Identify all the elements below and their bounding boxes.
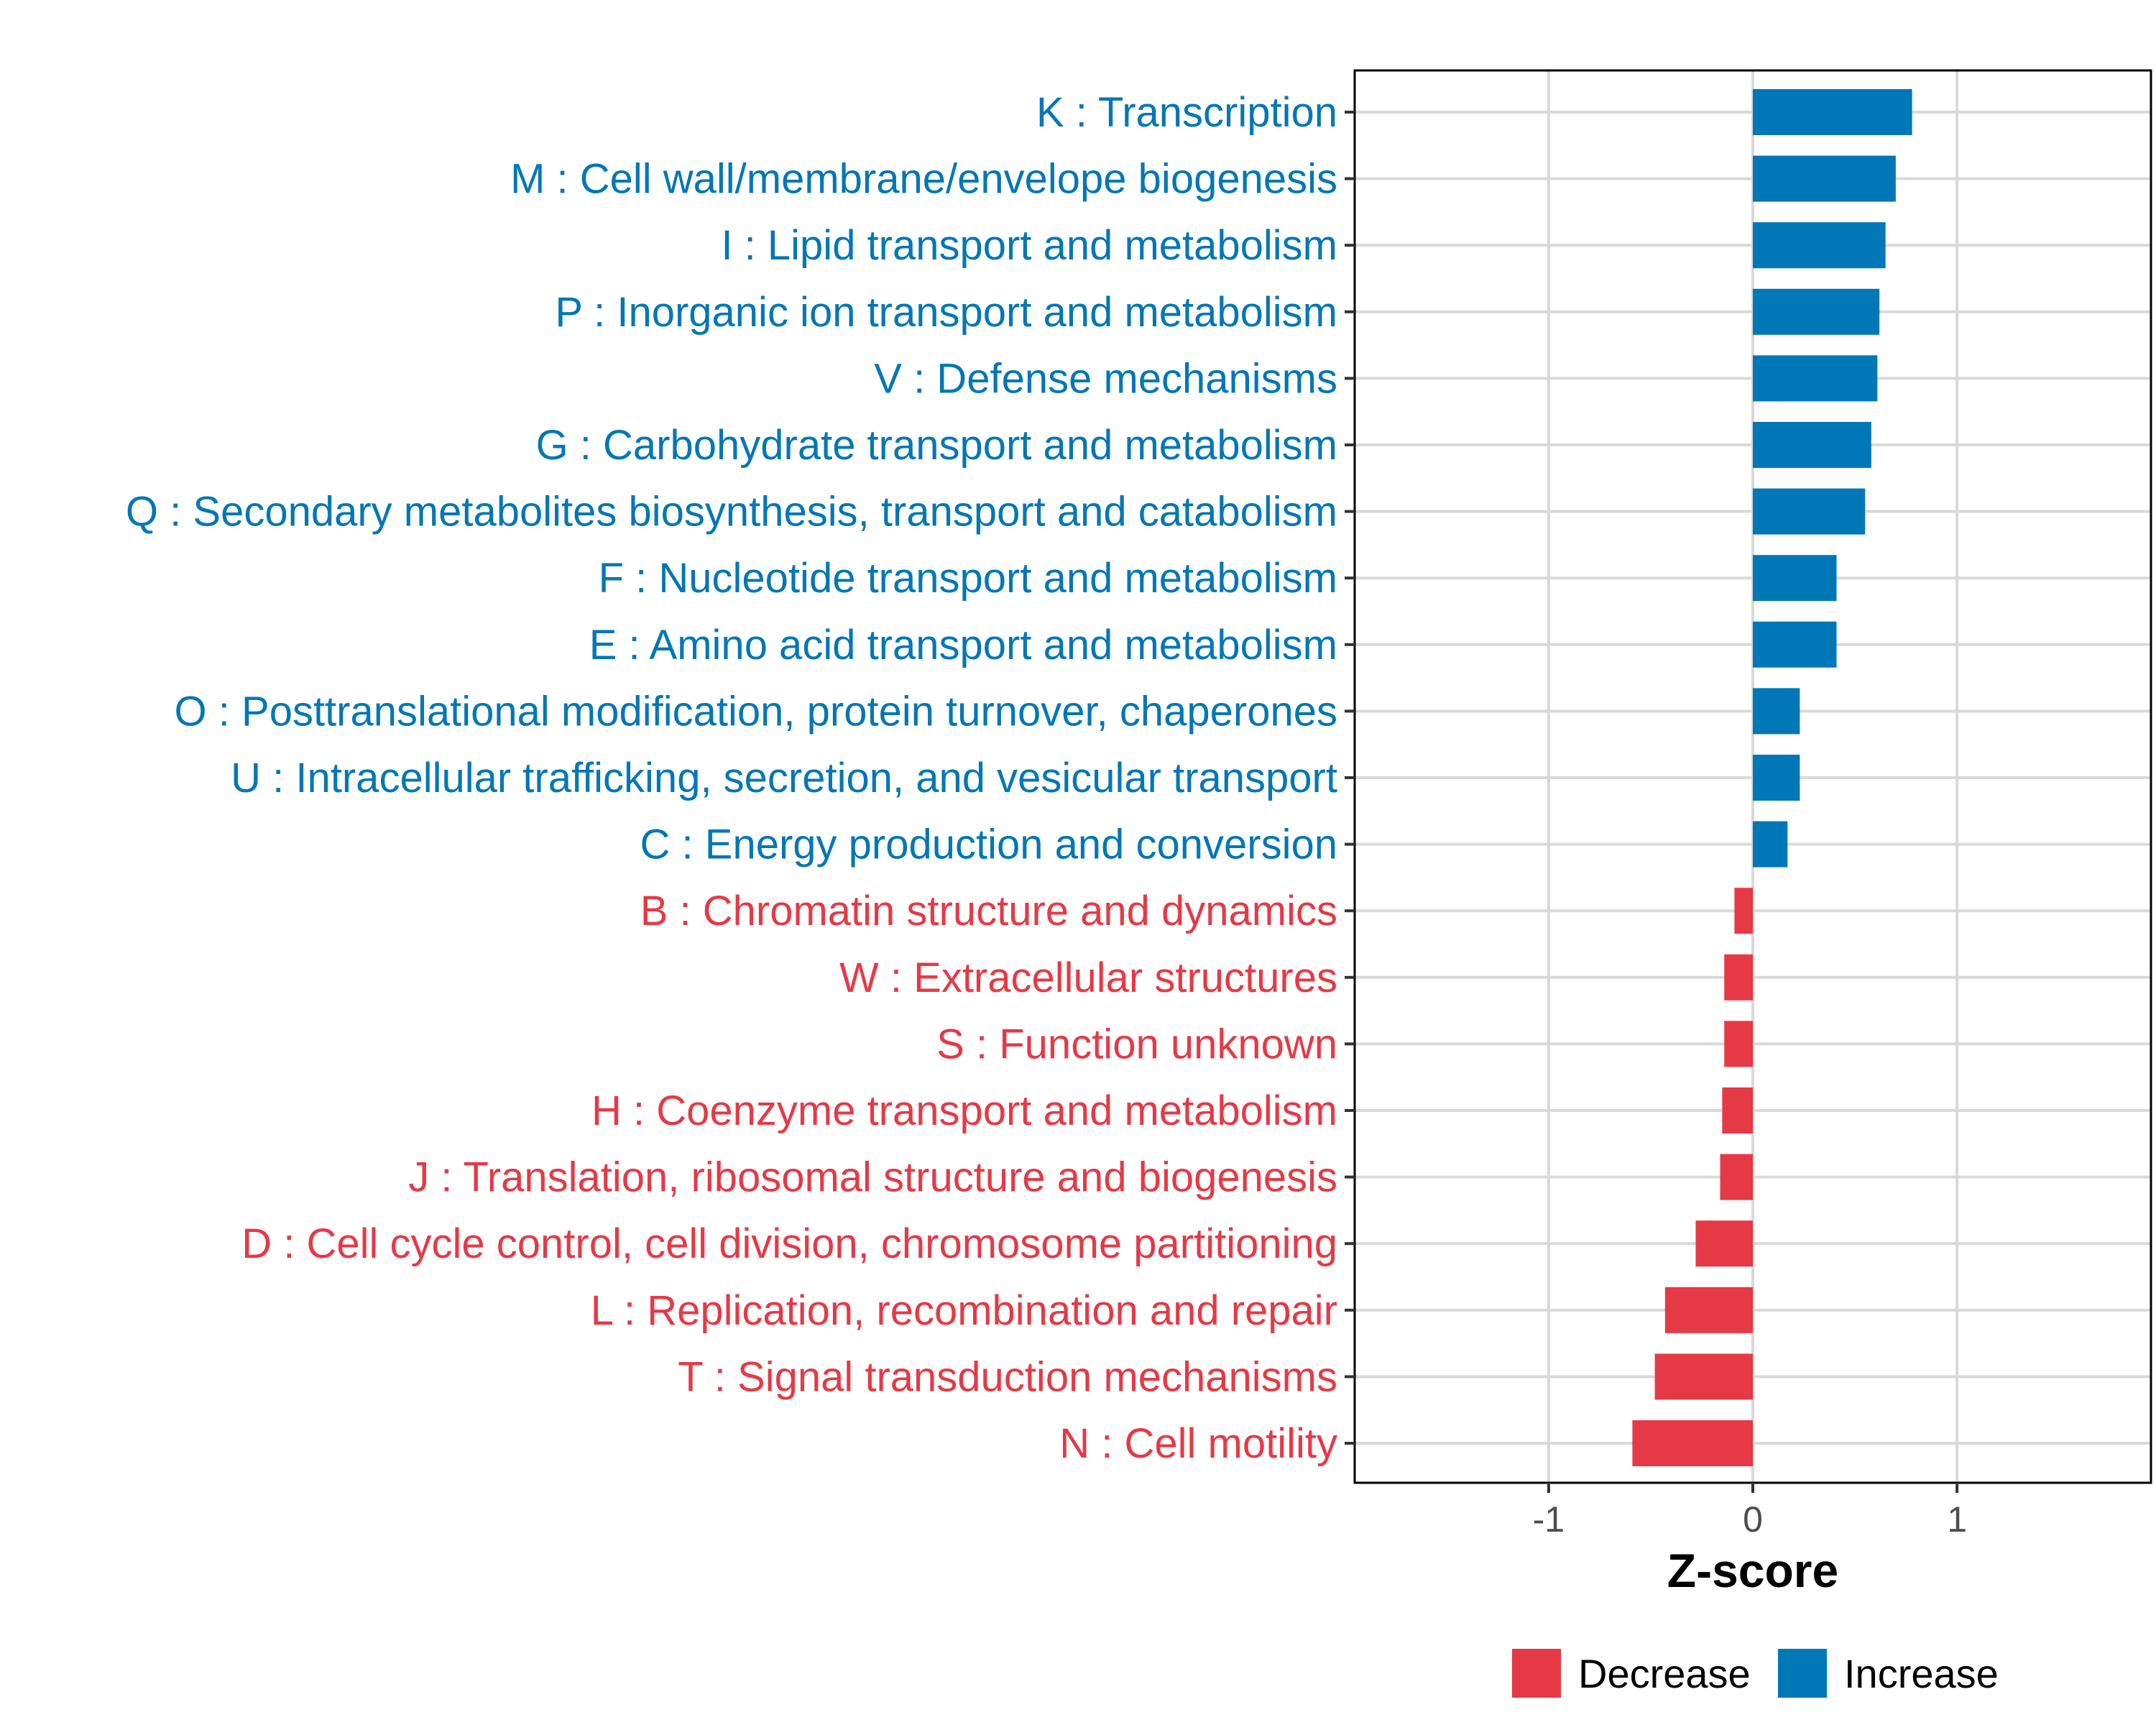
bar [1724,954,1753,1000]
category-label: W : Extracellular structures [839,954,1337,1001]
bar [1753,355,1878,402]
x-tick-label: 0 [1743,1499,1763,1540]
category-label: E : Amino acid transport and metabolism [589,622,1337,668]
x-axis-ticks: -1 0 1 [1533,1483,1967,1540]
x-tick-label: 1 [1947,1499,1967,1540]
category-label: J : Translation, ribosomal structure and… [408,1154,1337,1201]
category-label: G : Carbohydrate transport and metabolis… [536,422,1337,469]
bar [1724,1021,1753,1067]
bar [1753,488,1866,535]
x-axis-title: Z-score [1667,1544,1838,1597]
bar [1753,555,1837,602]
bar [1753,821,1788,868]
category-label: D : Cell cycle control, cell division, c… [241,1220,1337,1267]
category-label: S : Function unknown [936,1021,1337,1067]
bar [1753,222,1886,269]
bar [1664,1287,1753,1333]
bar [1654,1353,1753,1400]
y-axis-labels: K : Transcription M : Cell wall/membrane/… [126,89,1337,1467]
legend: Decrease Increase [1512,1649,1999,1698]
legend-key-increase [1778,1649,1827,1698]
bar [1753,89,1912,135]
bar [1722,1087,1753,1133]
category-label: B : Chromatin structure and dynamics [640,888,1337,934]
category-label: V : Defense mechanisms [874,355,1337,402]
category-label: T : Signal transduction mechanisms [678,1353,1337,1400]
category-label: N : Cell motility [1059,1420,1337,1467]
bar [1753,755,1800,801]
bar [1753,155,1896,202]
category-label: O : Posttranslational modification, prot… [175,688,1337,735]
bar [1753,422,1871,468]
category-label: L : Replication, recombination and repai… [591,1287,1337,1334]
category-label: K : Transcription [1036,89,1337,136]
category-label: M : Cell wall/membrane/envelope biogenes… [510,156,1337,203]
category-label: Q : Secondary metabolites biosynthesis, … [126,489,1337,535]
bar [1753,688,1800,735]
bar [1720,1154,1753,1200]
bars [1632,89,1912,1466]
y-axis-ticks [1345,111,1355,1445]
bar [1753,288,1880,335]
category-label: C : Energy production and conversion [640,822,1337,868]
bar [1632,1420,1753,1466]
bar [1753,621,1837,668]
x-tick-label: -1 [1533,1499,1565,1540]
category-label: U : Intracellular trafficking, secretion… [231,755,1337,801]
bar [1734,888,1753,934]
category-label: F : Nucleotide transport and metabolism [599,555,1337,602]
category-label: I : Lipid transport and metabolism [721,222,1337,269]
legend-label-decrease: Decrease [1578,1651,1751,1696]
legend-key-decrease [1512,1649,1561,1698]
legend-label-increase: Increase [1844,1651,1999,1696]
bar [1695,1220,1753,1267]
category-label: P : Inorganic ion transport and metaboli… [555,289,1337,336]
category-label: H : Coenzyme transport and metabolism [591,1087,1337,1134]
